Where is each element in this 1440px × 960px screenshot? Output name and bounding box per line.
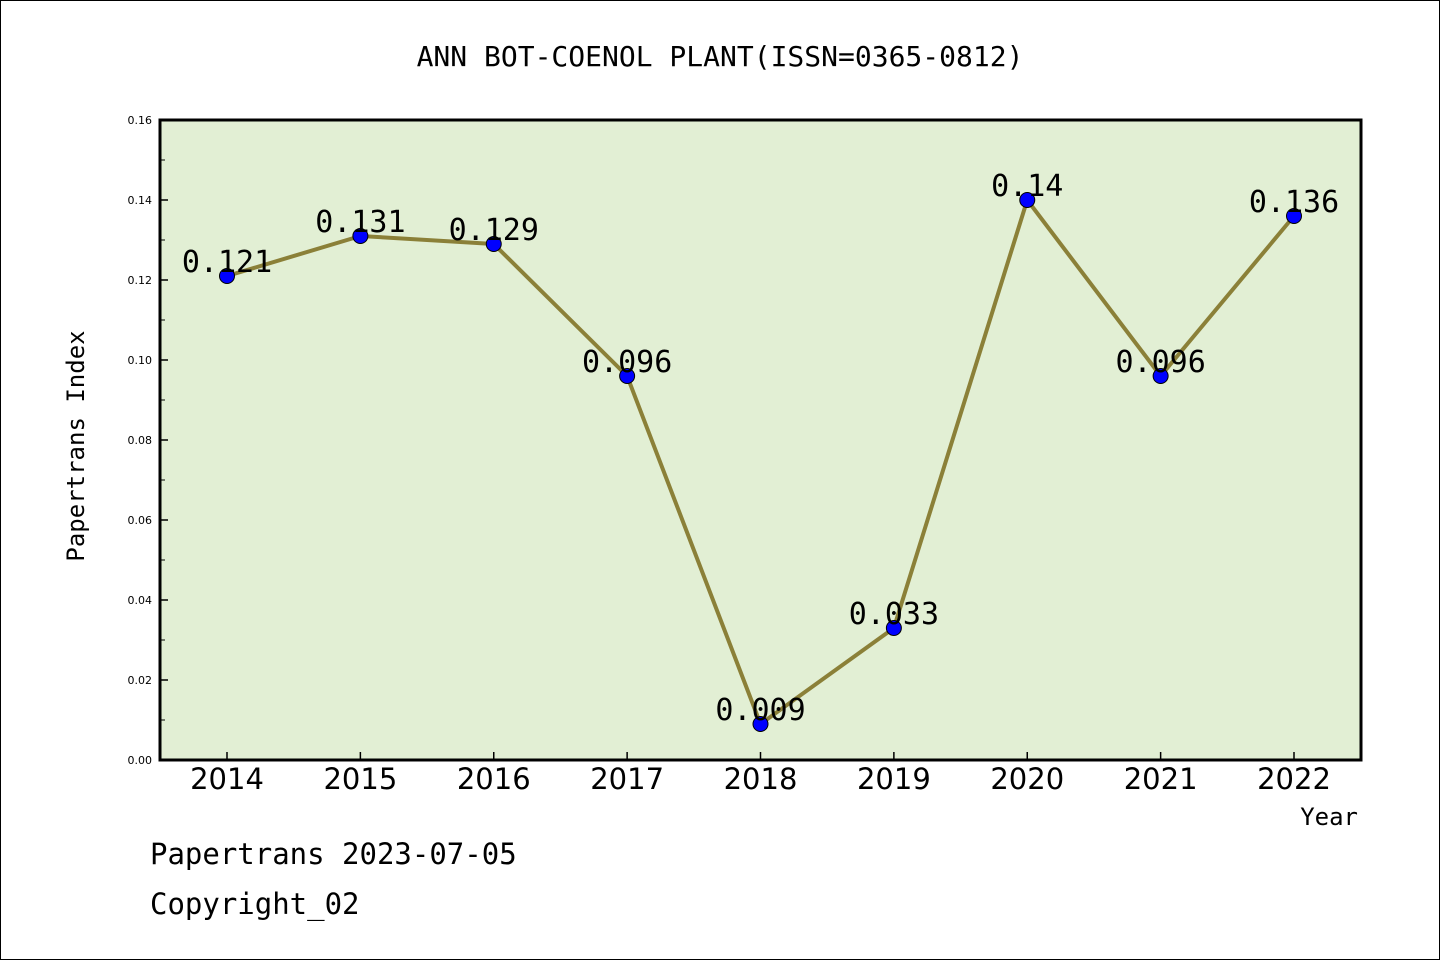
data-point — [485, 236, 502, 252]
data-label: 0.131 — [315, 205, 405, 240]
data-label: 0.129 — [449, 213, 539, 248]
data-point — [1152, 368, 1169, 384]
y-axis: 0.00 0.02 0.04 0.06 0.08 0.10 0.12 0.14 0.16 — [128, 114, 168, 767]
y-tick-label: 0.08 — [128, 434, 153, 447]
x-tick-label: 2014 — [190, 762, 264, 796]
data-label: 0.009 — [715, 693, 805, 728]
y-tick-label: 0.14 — [128, 194, 153, 207]
data-label: 0.096 — [582, 345, 672, 380]
data-label: 0.033 — [849, 597, 939, 632]
y-tick-label: 0.06 — [128, 514, 153, 527]
footer-date: Papertrans 2023-07-05 — [150, 837, 517, 871]
x-tick-label: 2017 — [590, 762, 664, 796]
data-point — [352, 228, 369, 244]
y-tick-label: 0.10 — [128, 354, 153, 367]
y-tick-label: 0.02 — [128, 674, 153, 687]
data-label: 0.121 — [182, 245, 272, 280]
x-axis: 2014 2015 2016 2017 2018 2019 2020 2021 2022 — [190, 752, 1331, 796]
data-point — [885, 620, 902, 636]
y-axis-label: Papertrans Index — [62, 330, 90, 561]
x-tick-label: 2019 — [857, 762, 931, 796]
data-point — [752, 716, 769, 732]
data-point — [219, 268, 235, 284]
y-tick-label: 0.00 — [128, 754, 153, 767]
markers — [219, 192, 1302, 732]
data-point — [619, 368, 636, 384]
data-label: 0.136 — [1249, 185, 1339, 220]
plot-area — [158, 118, 1363, 762]
x-tick-label: 2015 — [323, 762, 397, 796]
x-tick-label: 2018 — [724, 762, 798, 796]
data-labels: 0.121 0.131 0.129 0.096 0.009 0.033 0.14 0.096 0… — [182, 169, 1339, 728]
data-label: 0.14 — [991, 169, 1063, 204]
x-tick-label: 2021 — [1124, 762, 1198, 796]
footer-copyright: Copyright_02 — [150, 887, 360, 922]
x-tick-label: 2022 — [1257, 762, 1331, 796]
chart-title: ANN BOT-COENOL PLANT(ISSN=0365-0812) — [417, 40, 1024, 73]
data-point — [1286, 208, 1302, 224]
y-tick-label: 0.16 — [128, 114, 153, 127]
y-tick-label: 0.12 — [128, 274, 153, 287]
y-tick-label: 0.04 — [128, 594, 153, 607]
x-tick-label: 2016 — [457, 762, 531, 796]
data-label: 0.096 — [1115, 345, 1205, 380]
x-axis-label: Year — [1300, 803, 1358, 831]
data-point — [1019, 192, 1036, 208]
x-tick-label: 2020 — [990, 762, 1064, 796]
